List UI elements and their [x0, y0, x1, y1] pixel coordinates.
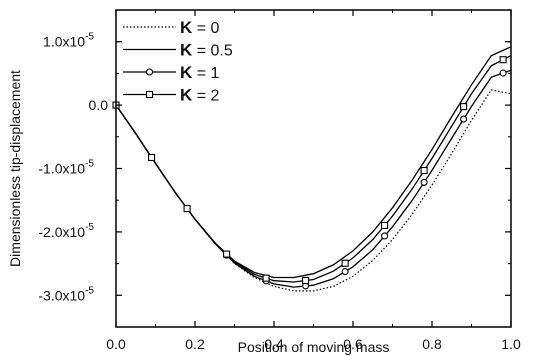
plot-area	[112, 46, 512, 292]
series-line-3	[115, 55, 512, 283]
x-tick-label: 0.6	[343, 336, 363, 352]
series-marker-circle	[499, 69, 507, 77]
series-marker-square	[223, 250, 231, 258]
legend-label-0: K = 0	[180, 18, 220, 37]
legend-marker-square	[145, 90, 154, 99]
legend-marker-circle	[145, 68, 154, 76]
x-tick-label: 0.0	[106, 336, 126, 352]
series-marker-circle	[341, 268, 349, 276]
x-tick-label: 0.2	[185, 336, 205, 352]
series-line-1	[115, 46, 512, 279]
x-tick-label: 0.4	[264, 336, 284, 352]
axes: 0.0 0.2 0.4 0.6 0.8 1.0 1.0x10-5 0.0 -1.0x10-5 -2…	[38, 9, 521, 352]
x-axis-title: Position of moving mass	[238, 339, 390, 355]
y-tick-label: -3.0x10-5	[38, 285, 94, 303]
y-tick-label: 1.0x10-5	[43, 32, 94, 50]
y-axis-title: Dimensionless tip-displacement	[7, 70, 23, 267]
series-line-2	[115, 69, 512, 288]
series-marker-square	[183, 205, 191, 213]
series-marker-square	[148, 153, 156, 162]
series-marker-square	[262, 274, 270, 282]
legend-label-2: K = 1	[180, 63, 220, 82]
series-line-0	[115, 89, 512, 292]
legend-label-1: K = 0.5	[180, 41, 233, 60]
series-marker-square	[341, 259, 349, 267]
legend-label-3: K = 2	[180, 86, 220, 105]
x-tick-label: 0.8	[422, 336, 442, 352]
legend: K = 0 K = 0.5 K = 1 K = 2	[123, 18, 233, 105]
y-tick-label: 0.0	[89, 97, 109, 113]
series-marker-square	[381, 221, 389, 229]
series-marker-square	[499, 56, 507, 64]
series-marker-square	[420, 166, 428, 175]
series-marker-circle	[420, 178, 428, 186]
series-marker-square	[302, 276, 310, 285]
y-tick-label: -1.0x10-5	[38, 159, 94, 177]
series-marker-circle	[460, 115, 468, 123]
series-marker-circle	[381, 232, 389, 240]
y-tick-label: -2.0x10-5	[38, 222, 94, 240]
x-tick-label: 1.0	[501, 336, 521, 352]
series-marker-square	[460, 103, 468, 111]
